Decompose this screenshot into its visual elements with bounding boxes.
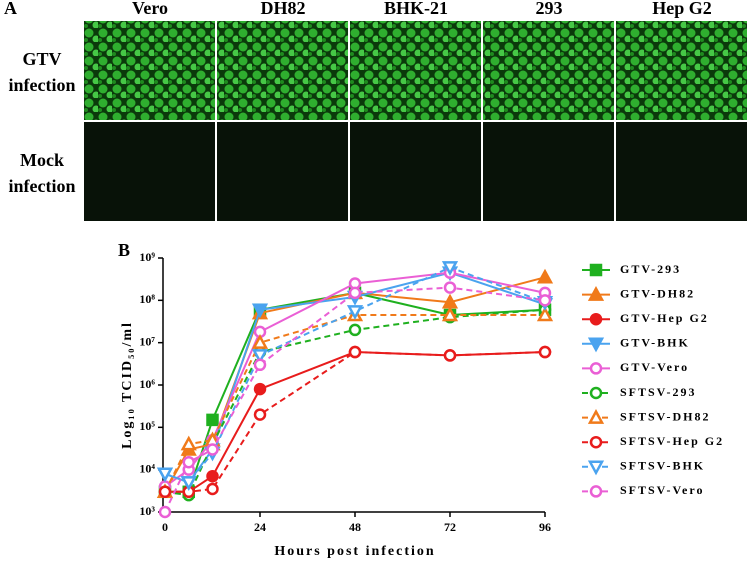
x-tick-label: 72 bbox=[444, 520, 456, 534]
marker bbox=[348, 286, 362, 300]
y-tick-label: 10³ bbox=[139, 504, 155, 518]
marker bbox=[158, 485, 172, 499]
marker bbox=[443, 349, 457, 362]
marker bbox=[589, 435, 603, 449]
marker bbox=[589, 386, 603, 400]
marker bbox=[348, 323, 362, 337]
marker bbox=[206, 482, 219, 496]
marker bbox=[587, 285, 605, 301]
marker bbox=[253, 382, 267, 396]
panel-label: B bbox=[118, 240, 130, 260]
marker bbox=[587, 408, 605, 424]
marker bbox=[253, 408, 267, 421]
marker bbox=[158, 505, 172, 519]
legend-label: GTV-BHK bbox=[620, 336, 690, 350]
marker bbox=[441, 293, 459, 309]
marker bbox=[538, 294, 552, 307]
y-axis-label: Log₁₀ TCID₅₀/ml bbox=[120, 321, 135, 449]
x-tick-label: 48 bbox=[349, 520, 361, 534]
micrograph bbox=[84, 122, 215, 221]
marker bbox=[206, 443, 219, 456]
marker bbox=[536, 268, 554, 284]
legend-label: GTV-DH82 bbox=[620, 286, 695, 300]
column-label: BHK-21 bbox=[384, 0, 448, 18]
row-label: infection bbox=[9, 176, 76, 196]
row-label: infection bbox=[9, 75, 76, 95]
micrograph bbox=[350, 122, 481, 221]
legend-label: SFTSV-293 bbox=[620, 385, 696, 399]
legend-label: GTV-Hep G2 bbox=[620, 311, 709, 325]
column-label: Vero bbox=[132, 0, 168, 18]
y-tick-label: 10⁷ bbox=[139, 334, 155, 348]
legend-label: GTV-293 bbox=[620, 262, 681, 276]
row-label: Mock bbox=[20, 150, 64, 170]
y-tick-label: 10⁴ bbox=[139, 461, 155, 475]
marker bbox=[536, 306, 554, 322]
marker bbox=[180, 435, 197, 451]
column-label: 293 bbox=[536, 0, 563, 18]
marker bbox=[251, 349, 269, 365]
marker bbox=[253, 358, 267, 372]
marker bbox=[206, 413, 219, 427]
marker bbox=[589, 263, 603, 277]
micrograph bbox=[217, 21, 348, 120]
marker bbox=[589, 362, 603, 375]
legend-label: SFTSV-BHK bbox=[620, 459, 705, 473]
series-line bbox=[165, 291, 546, 493]
legend-label: GTV-Vero bbox=[620, 360, 689, 374]
column-label: DH82 bbox=[261, 0, 306, 18]
legend-label: SFTSV-Hep G2 bbox=[620, 434, 724, 448]
marker bbox=[251, 303, 269, 319]
micrograph bbox=[616, 122, 747, 221]
marker bbox=[589, 312, 603, 326]
y-tick-label: 10⁶ bbox=[139, 377, 155, 391]
legend-label: SFTSV-Vero bbox=[620, 483, 704, 497]
row-label: GTV bbox=[22, 49, 61, 69]
marker bbox=[348, 345, 362, 359]
x-axis-label: Hours post infection bbox=[274, 544, 435, 559]
micrograph bbox=[616, 21, 747, 120]
marker bbox=[443, 281, 457, 294]
marker bbox=[180, 476, 197, 492]
marker bbox=[206, 469, 219, 483]
marker bbox=[441, 306, 459, 322]
micrograph bbox=[483, 21, 614, 120]
panel-label: A bbox=[4, 0, 17, 18]
marker bbox=[251, 334, 269, 349]
micrograph bbox=[84, 21, 215, 120]
series-line bbox=[164, 308, 546, 497]
legend-label: SFTSV-DH82 bbox=[620, 409, 710, 423]
x-tick-label: 0 bbox=[162, 520, 168, 534]
micrograph bbox=[483, 122, 614, 221]
y-tick-label: 10⁸ bbox=[139, 292, 155, 306]
marker bbox=[156, 467, 174, 483]
y-tick-label: 10⁵ bbox=[139, 419, 155, 433]
marker bbox=[538, 345, 552, 359]
marker bbox=[589, 485, 603, 498]
marker bbox=[441, 261, 459, 277]
y-tick-label: 10⁹ bbox=[139, 250, 155, 264]
x-tick-label: 24 bbox=[254, 520, 266, 534]
micrograph bbox=[217, 122, 348, 221]
marker bbox=[587, 460, 605, 476]
marker bbox=[346, 305, 364, 320]
marker bbox=[587, 337, 605, 353]
column-label: Hep G2 bbox=[652, 0, 712, 18]
x-tick-label: 96 bbox=[539, 520, 551, 534]
micrograph bbox=[350, 21, 481, 120]
marker bbox=[182, 455, 195, 469]
series-line bbox=[164, 314, 545, 493]
